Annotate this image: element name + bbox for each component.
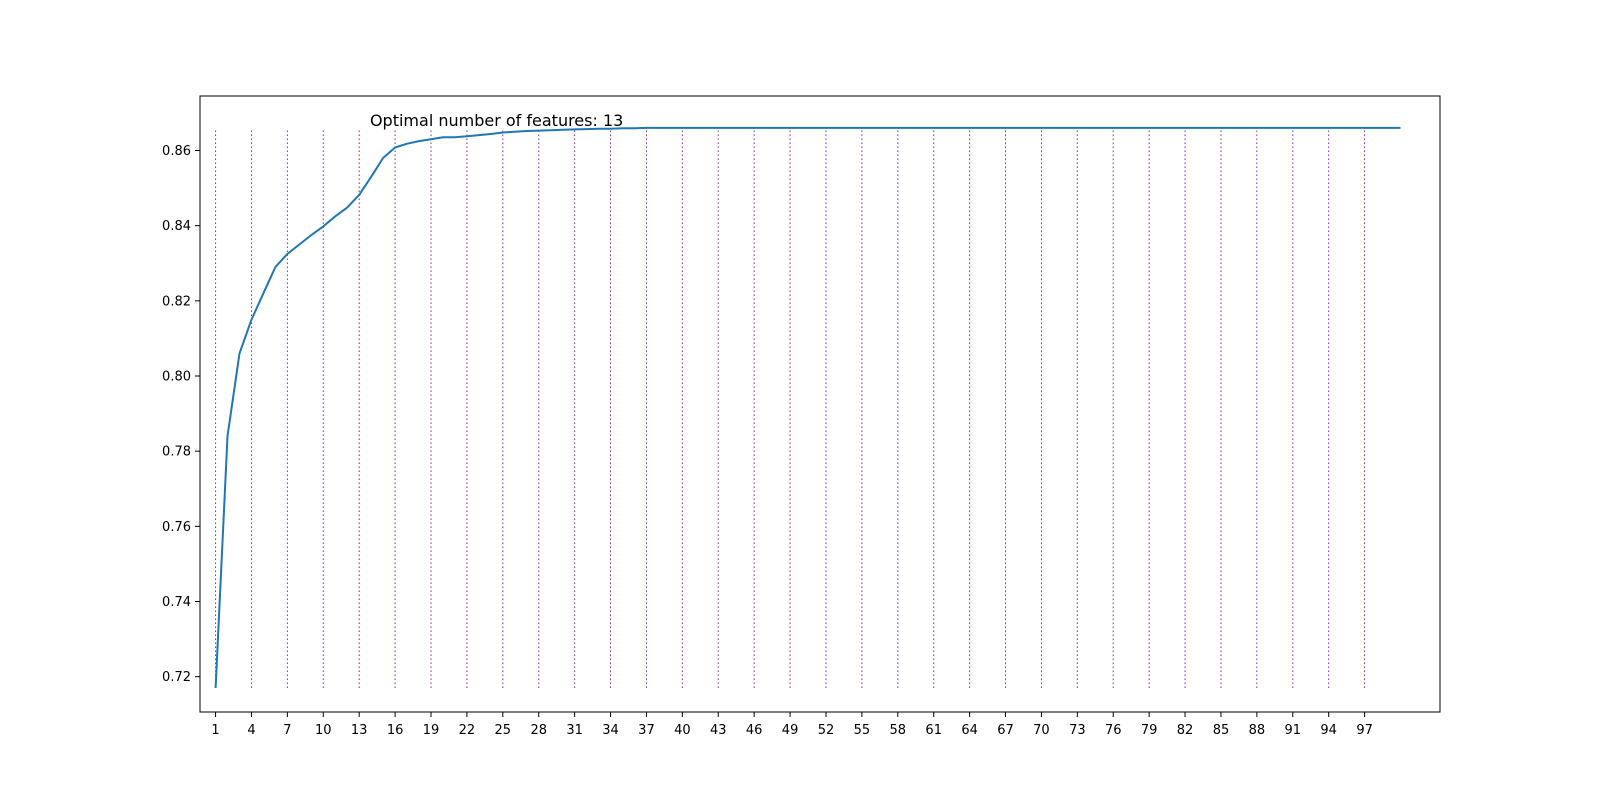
plot-area [200,96,1440,712]
x-tick-label: 52 [818,723,835,738]
x-tick-label: 7 [283,723,291,738]
x-tick-label: 28 [530,723,547,738]
x-tick-label: 61 [925,723,942,738]
y-tick-label: 0.72 [162,670,191,685]
series-layer [214,126,1401,688]
y-tick-label: 0.78 [162,445,191,460]
x-tick-label: 40 [674,723,691,738]
x-tick-label: 37 [638,723,655,738]
y-tick-label: 0.82 [162,294,191,309]
x-tick-label: 70 [1033,723,1050,738]
x-tick-label: 67 [997,723,1014,738]
x-tick-label: 43 [710,723,727,738]
y-tick-label: 0.80 [162,370,191,385]
y-tick-label: 0.86 [162,144,191,159]
x-tick-label: 82 [1177,723,1194,738]
vertical-lines [215,127,1366,688]
x-tick-label: 34 [602,723,619,738]
x-tick-label: 55 [854,723,871,738]
x-tick-label: 1 [211,723,219,738]
x-tick-label: 97 [1356,723,1373,738]
plot-frame [199,95,1441,713]
x-tick-label: 91 [1285,723,1302,738]
x-tick-label: 79 [1141,723,1158,738]
x-tick-label: 73 [1069,723,1086,738]
y-tick-label: 0.74 [162,595,191,610]
x-tick-label: 10 [315,723,332,738]
x-tick-label: 22 [459,723,476,738]
series-line [214,126,1401,688]
x-tick-label: 94 [1320,723,1337,738]
x-tick-label: 13 [351,723,368,738]
annotation-text: Optimal number of features: 13 [370,111,623,130]
y-tick-label: 0.76 [162,520,191,535]
x-tick-label: 31 [566,723,583,738]
x-tick-label: 19 [423,723,440,738]
x-tick-label: 46 [746,723,763,738]
x-tick-label: 25 [495,723,512,738]
x-tick-label: 49 [782,723,799,738]
x-tick-label: 76 [1105,723,1122,738]
x-tick-label: 16 [387,723,404,738]
x-axis: 1 4 7 10 13 16 19 22 25 28 31 34 37 40 43 46 49 52 55 58 61 6… [211,712,1373,738]
y-tick-label: 0.84 [162,219,191,234]
x-tick-label: 88 [1249,723,1266,738]
x-tick-label: 4 [247,723,255,738]
x-tick-label: 85 [1213,723,1230,738]
x-tick-label: 58 [890,723,907,738]
y-axis: 0.72 0.74 0.76 0.78 0.80 0.82 0.84 0.86 [162,144,200,685]
x-tick-label: 64 [961,723,978,738]
